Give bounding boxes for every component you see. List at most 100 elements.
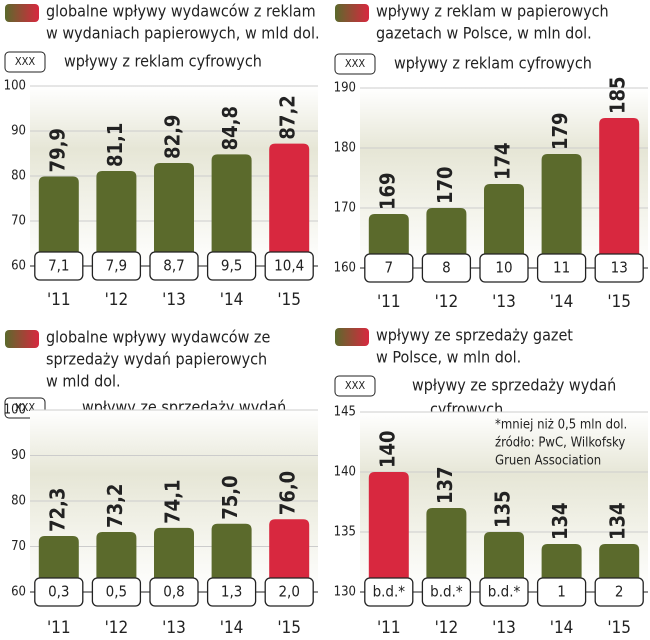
x-tick-label: '14	[550, 618, 574, 638]
x-tick-label: '15	[607, 618, 631, 638]
digital-label: 0,3	[48, 583, 69, 601]
bar	[484, 532, 524, 592]
legend-text: globalne wpływy wydawców z reklam	[46, 2, 316, 21]
digital-box	[421, 577, 472, 607]
bar	[211, 154, 252, 266]
y-tick-label: 80	[11, 169, 26, 184]
x-tick-label: '12	[105, 290, 129, 310]
legend-text: wpływy z reklam w papierowych	[376, 2, 609, 21]
legend-text: w wydaniach papierowych, w mld dol.	[46, 24, 320, 43]
bar	[426, 508, 467, 592]
digital-label: 9,5	[221, 257, 242, 275]
digital-label: 0,8	[163, 583, 184, 601]
digital-box	[34, 577, 84, 607]
digital-box	[91, 251, 142, 281]
y-tick-label: 100	[4, 79, 26, 94]
value-label: 140	[375, 430, 399, 468]
x-tick-label: '11	[47, 618, 71, 638]
value-label: 81,1	[103, 123, 127, 167]
digital-box	[149, 251, 199, 281]
bar	[599, 118, 640, 268]
x-tick-label: '12	[105, 618, 129, 638]
y-tick-label: 70	[11, 214, 26, 229]
digital-box	[364, 253, 414, 283]
digital-label: 1	[557, 583, 566, 601]
y-tick-label: 190	[334, 81, 356, 96]
value-label: 134	[548, 502, 572, 540]
legend-text: w Polsce, w mln dol.	[376, 348, 521, 367]
box-swatch	[4, 51, 46, 73]
legend-swatch	[5, 4, 39, 22]
digital-box	[594, 577, 644, 607]
box-swatch	[334, 53, 376, 75]
digital-label: 8	[442, 259, 451, 277]
digital-box	[594, 253, 644, 283]
digital-label: 11	[553, 259, 570, 277]
y-tick-label: 80	[11, 494, 26, 509]
legend-text: sprzedaży wydań papierowych	[46, 350, 267, 369]
box-swatch-label: XXX	[15, 55, 36, 68]
value-label: 135	[491, 490, 515, 528]
box-legend-text: wpływy ze sprzedaży wydań	[412, 376, 616, 395]
y-tick-label: 170	[334, 201, 356, 216]
y-tick-label: 140	[334, 465, 356, 480]
digital-label: b.d.*	[430, 583, 463, 601]
digital-label: 7,9	[106, 257, 127, 275]
value-label: 170	[433, 166, 457, 204]
digital-label: 10,4	[274, 257, 304, 275]
x-tick-label: '12	[435, 618, 459, 638]
value-label: 82,9	[161, 115, 185, 159]
note: *mniej niż 0,5 mln dol.	[495, 418, 627, 433]
x-tick-label: '15	[277, 290, 301, 310]
legend-swatch	[335, 4, 369, 22]
digital-box	[91, 577, 142, 607]
digital-box	[264, 577, 314, 607]
x-tick-label: '11	[377, 292, 401, 312]
bar	[38, 176, 79, 266]
y-tick-label: 70	[11, 539, 26, 554]
bar	[269, 519, 310, 592]
value-label: 84,8	[218, 106, 242, 150]
y-tick-label: 60	[11, 259, 26, 274]
value-label: 169	[375, 172, 399, 210]
x-tick-label: '15	[277, 618, 301, 638]
legend-text: globalne wpływy wydawców ze	[46, 328, 270, 347]
x-tick-label: '12	[435, 292, 459, 312]
digital-label: 2,0	[278, 583, 299, 601]
x-tick-label: '11	[377, 618, 401, 638]
digital-box	[206, 577, 257, 607]
digital-label: 10	[495, 259, 512, 277]
value-label: 174	[491, 142, 515, 180]
value-label: 87,2	[276, 95, 300, 139]
x-tick-label: '15	[607, 292, 631, 312]
box-legend-text: wpływy z reklam cyfrowych	[394, 54, 592, 73]
digital-box	[479, 577, 529, 607]
bar	[426, 208, 467, 268]
value-label: 75,0	[218, 475, 242, 519]
note: źródło: PwC, Wilkofsky	[495, 436, 625, 451]
y-tick-label: 100	[4, 403, 26, 418]
x-tick-label: '13	[162, 618, 186, 638]
digital-label: 2	[615, 583, 624, 601]
legend-swatch	[5, 330, 39, 348]
digital-label: 0,5	[106, 583, 127, 601]
box-swatch	[334, 375, 376, 397]
y-tick-label: 90	[11, 448, 26, 463]
x-tick-label: '14	[220, 290, 244, 310]
y-tick-label: 160	[334, 261, 356, 276]
bar	[484, 184, 524, 268]
value-label: 185	[606, 76, 630, 114]
digital-box	[421, 253, 472, 283]
y-tick-label: 60	[11, 585, 26, 600]
digital-box	[264, 251, 314, 281]
legend-text: gazetach w Polsce, w mln dol.	[376, 24, 592, 43]
box-swatch-label: XXX	[345, 57, 366, 70]
digital-box	[364, 577, 414, 607]
digital-box	[149, 577, 199, 607]
bar	[96, 171, 137, 266]
y-tick-label: 90	[11, 124, 26, 139]
box-legend-text: wpływy z reklam cyfrowych	[64, 52, 262, 71]
digital-label: 8,7	[163, 257, 184, 275]
y-tick-label: 135	[334, 525, 356, 540]
